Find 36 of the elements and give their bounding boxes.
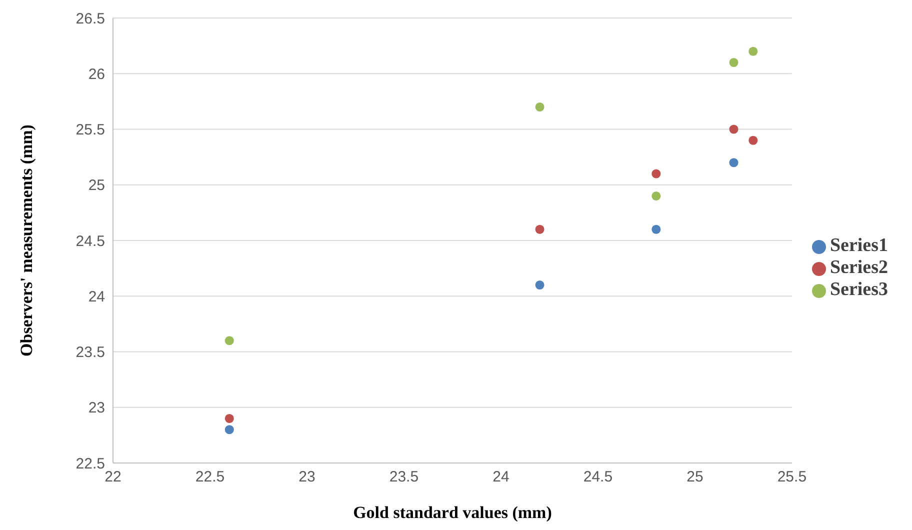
point (729, 58, 738, 68)
y-axis-title: Observers' measurements (mm) (17, 124, 36, 356)
legend-label: Series3 (830, 279, 888, 300)
point (729, 158, 738, 168)
y-tick-label: 26 (88, 66, 105, 83)
point (535, 102, 544, 112)
point (224, 425, 234, 434)
point (652, 224, 661, 234)
point (652, 191, 661, 201)
x-tick-label: 23.5 (389, 468, 419, 486)
y-tick-label: 23 (88, 400, 105, 417)
x-tick-label: 25.5 (777, 468, 807, 486)
x-tick-label: 22 (104, 468, 122, 486)
x-tick-label: 22.5 (195, 468, 225, 486)
point (535, 280, 544, 290)
point (224, 336, 234, 346)
legend-label: Series1 (830, 235, 888, 256)
point (652, 169, 661, 178)
y-tick-label: 25 (88, 177, 105, 194)
point (729, 124, 738, 134)
x-tick-label: 24 (492, 468, 510, 486)
y-tick-label: 22.5 (76, 455, 105, 472)
legend-label: Series2 (830, 257, 888, 278)
x-tick-label: 24.5 (583, 468, 613, 486)
x-tick-label: 25 (686, 468, 704, 486)
y-tick-label: 24 (88, 288, 105, 306)
x-tick-label: 23 (298, 468, 316, 486)
y-tick-label: 25.5 (76, 122, 105, 139)
point (535, 224, 544, 234)
point (748, 136, 758, 145)
point (748, 46, 758, 56)
y-tick-label: 23.5 (76, 344, 105, 362)
y-tick-label: 24.5 (76, 232, 105, 250)
point (224, 414, 234, 424)
y-tick-label: 26.5 (76, 10, 105, 28)
x-axis-title: Gold standard values (mm) (353, 503, 552, 522)
